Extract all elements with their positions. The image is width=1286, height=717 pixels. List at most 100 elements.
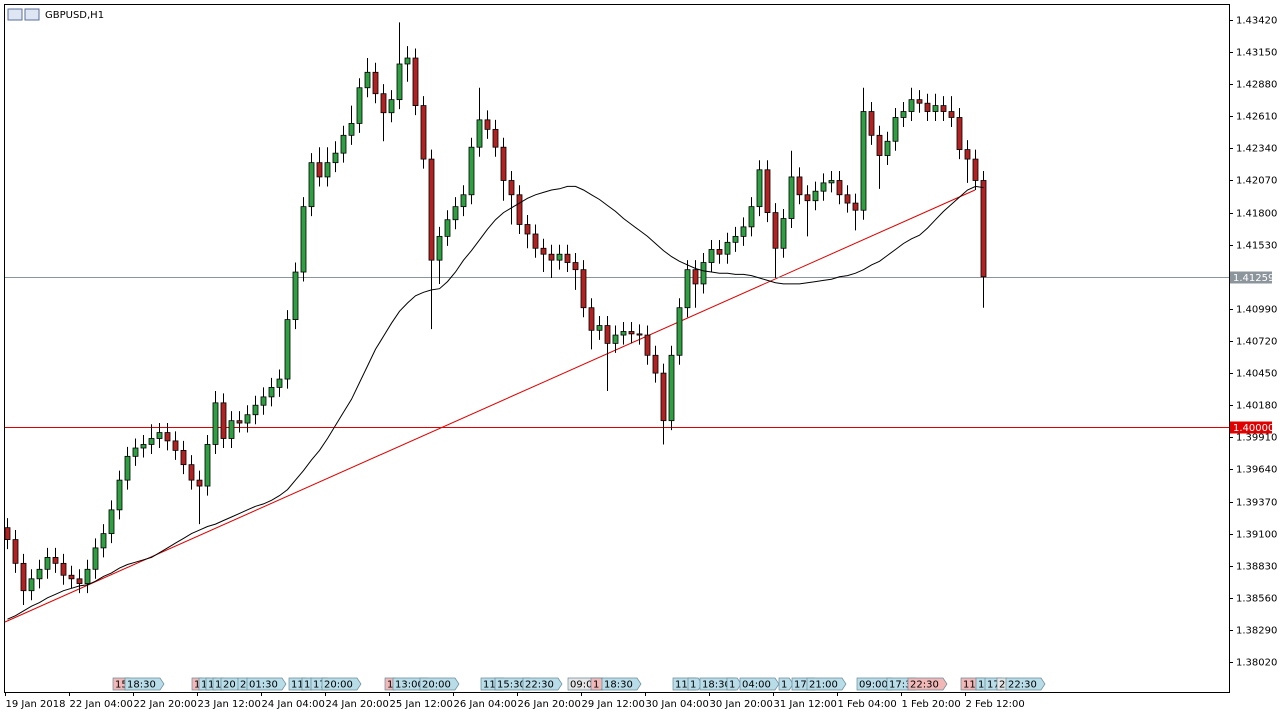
event-marker: 18:30 — [124, 677, 165, 691]
candle-body — [252, 404, 259, 416]
event-box — [601, 677, 642, 691]
x-tick-label: 23 Jan 12:00 — [198, 699, 261, 710]
x-tick-label: 19 Jan 2018 — [6, 699, 66, 710]
candle-body — [396, 63, 403, 101]
level-line-label-box — [1230, 421, 1272, 434]
event-label: 11 — [291, 680, 304, 691]
candle-body — [660, 372, 667, 422]
price-line-label: 1.41259 — [1233, 273, 1274, 284]
candle-body — [540, 247, 547, 255]
candle-body — [4, 527, 11, 540]
candle-body — [908, 99, 915, 112]
candle-body — [972, 158, 979, 181]
candle-body — [844, 194, 851, 204]
candle-body — [284, 319, 291, 380]
candle-body — [404, 57, 411, 65]
candle-body — [652, 354, 659, 374]
candle-body — [980, 180, 987, 278]
candle-body — [524, 224, 531, 235]
candle-body — [716, 249, 723, 255]
event-marker: 21:00 — [806, 677, 847, 691]
candle-body — [420, 105, 427, 160]
candle-body — [572, 262, 579, 271]
symbol-icon — [7, 8, 40, 21]
candle-body — [868, 111, 875, 136]
candle-body — [76, 578, 83, 584]
candle-body — [124, 455, 131, 481]
candle-body — [196, 479, 203, 487]
y-tick-label: 1.43150 — [1236, 48, 1277, 59]
candle-body — [108, 509, 115, 535]
x-tick-label: 24 Jan 20:00 — [326, 699, 389, 710]
y-tick-label: 1.40180 — [1236, 401, 1277, 412]
event-label: 22:30 — [525, 680, 554, 691]
x-tick-label: 30 Jan 04:00 — [646, 699, 709, 710]
event-label: 15 — [115, 680, 128, 691]
event-label: 1 — [194, 680, 200, 691]
x-tick-label: 1 Feb 20:00 — [902, 699, 961, 710]
y-tick-label: 1.39640 — [1236, 465, 1277, 476]
candle-body — [308, 162, 315, 208]
y-tick-label: 1.42070 — [1236, 176, 1277, 187]
candle-body — [300, 206, 307, 273]
candle-body — [940, 105, 947, 112]
event-label: 20:00 — [422, 680, 451, 691]
candle-body — [28, 578, 35, 592]
y-tick-label: 1.42610 — [1236, 112, 1277, 123]
candle-body — [604, 325, 611, 344]
candle-body — [556, 253, 563, 261]
trend-line — [4, 189, 976, 623]
icon-box — [7, 8, 23, 21]
candle-body — [636, 333, 643, 336]
y-tick-label: 1.38290 — [1236, 626, 1277, 637]
candle-body — [900, 111, 907, 118]
candle-body — [388, 99, 395, 114]
candle-body — [668, 354, 675, 422]
candle-body — [508, 180, 515, 196]
candle-body — [100, 533, 107, 549]
event-label: 11: — [675, 680, 691, 691]
event-box — [1005, 677, 1046, 691]
x-tick-label: 2 Feb 12:00 — [966, 699, 1025, 710]
candle-body — [860, 111, 867, 211]
candle-body — [332, 152, 339, 164]
y-tick-label: 1.38020 — [1236, 658, 1277, 669]
x-tick-label: 1 Feb 04:00 — [838, 699, 897, 710]
candle-body — [828, 180, 835, 184]
candle-body — [516, 194, 523, 225]
event-box — [778, 677, 794, 691]
candle-body — [724, 241, 731, 255]
x-tick-label: 22 Jan 04:00 — [70, 699, 133, 710]
candle-body — [204, 444, 211, 487]
candle-body — [444, 219, 451, 237]
candle-body — [228, 420, 235, 439]
level-line-label: 1.40000 — [1233, 423, 1274, 434]
candle-body — [68, 574, 75, 580]
event-box — [907, 677, 948, 691]
candle-body — [44, 557, 51, 570]
event-label: 09:00 — [859, 680, 888, 691]
event-label: 18:30 — [702, 680, 731, 691]
event-label: 2 — [999, 680, 1005, 691]
candle-body — [412, 57, 419, 106]
y-tick-label: 1.42880 — [1236, 80, 1277, 91]
event-box — [726, 677, 742, 691]
y-tick-label: 1.41530 — [1236, 241, 1277, 252]
candle-body — [324, 162, 331, 178]
candle-body — [740, 226, 747, 237]
event-label: 17:3 — [889, 680, 911, 691]
candle-body — [780, 218, 787, 249]
event-marker: 1 — [726, 677, 742, 691]
candle-body — [700, 262, 707, 285]
candle-body — [132, 447, 139, 457]
x-tick-label: 26 Jan 04:00 — [454, 699, 517, 710]
event-marker: 22:30 — [522, 677, 563, 691]
event-marker: 22:30 — [907, 677, 948, 691]
event-box — [522, 677, 563, 691]
candle-body — [268, 386, 275, 398]
event-marker: 04:00 — [739, 677, 780, 691]
event-label: 1 — [387, 680, 393, 691]
y-tick-label: 1.40990 — [1236, 305, 1277, 316]
